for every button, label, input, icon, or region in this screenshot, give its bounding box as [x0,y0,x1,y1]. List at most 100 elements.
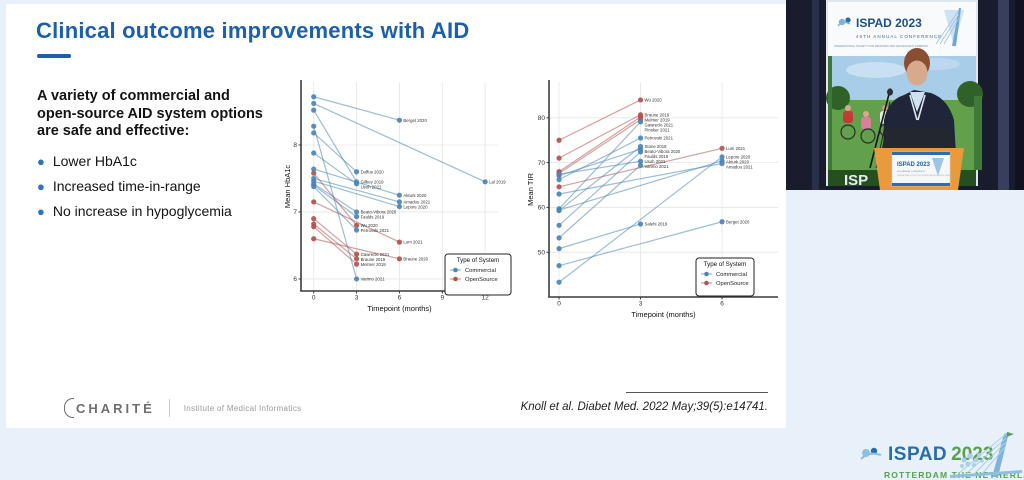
svg-text:7: 7 [293,209,297,216]
bullet-icon: ● [37,179,45,194]
svg-text:50: 50 [538,249,546,256]
speaker-lanyard [909,94,926,121]
svg-text:Amadou 2021: Amadou 2021 [403,200,430,205]
svg-text:Lal 2019: Lal 2019 [489,179,506,184]
svg-text:Gawrecki 2021: Gawrecki 2021 [361,252,390,257]
banner-title: ISPAD 2023 [856,16,922,30]
podium-bridge-icon [932,158,944,176]
svg-text:Varimo 2021: Varimo 2021 [645,164,670,169]
svg-text:Lepore 2020: Lepore 2020 [726,154,751,159]
svg-text:0: 0 [312,295,316,302]
svg-text:8: 8 [293,142,297,149]
presentation-slide: Clinical outcome improvements with AID A… [6,4,786,428]
svg-text:6: 6 [720,301,724,308]
cyclists-icon [860,447,882,460]
svg-text:0: 0 [557,301,561,308]
banner-line3: INTERNATIONAL SOCIETY FOR PEDIATRIC AND … [834,44,928,48]
curtain-fold-left [812,0,819,190]
svg-text:Petrovski 2021: Petrovski 2021 [361,228,390,233]
svg-text:9: 9 [440,295,444,302]
bridge-graphic [950,432,1022,478]
bridge-icon [935,8,964,46]
svg-text:Type of System: Type of System [457,257,500,264]
intro-line: are safe and effective: [37,123,190,139]
bullet-icon: ● [37,204,45,219]
bullet-label: No increase in hypoglycemia [52,203,232,219]
svg-text:Melmer 2019: Melmer 2019 [361,262,387,267]
podium-line3: INTERNATIONAL SOCIETY FOR PEDIATRIC AND … [897,174,953,177]
svg-text:OpenSource: OpenSource [716,281,749,287]
svg-text:Beato-Vibora 2020: Beato-Vibora 2020 [361,210,397,215]
svg-text:Timepoint (months): Timepoint (months) [367,304,432,313]
tir-chart: 0 3 6 50 60 70 80 Timepoint (months) Mean TIR Wu … [526,80,778,319]
hba1c-chart: 0 3 6 9 12 6 7 8 Timepoint (months) Mean HbA1c Ber… [283,80,512,313]
svg-text:Gawrecki 2021: Gawrecki 2021 [645,122,674,127]
svg-text:Beato-Vibora 2020: Beato-Vibora 2020 [645,149,681,154]
svg-text:12: 12 [482,295,490,302]
svg-text:Melmer 2019: Melmer 2019 [645,117,671,122]
svg-text:Wu 2020: Wu 2020 [361,223,379,228]
citation-rule [626,392,768,393]
svg-text:Berget 2020: Berget 2020 [403,118,427,123]
svg-text:Faulds 2019: Faulds 2019 [645,154,669,159]
svg-text:Petrovski 2021: Petrovski 2021 [645,136,674,141]
svg-text:Type of System: Type of System [704,261,747,268]
svg-text:Commercial: Commercial [465,268,496,274]
svg-text:Mean HbA1c: Mean HbA1c [283,165,292,209]
podium-line2: 49TH ANNUAL CONFERENCE [897,170,926,173]
svg-text:Duffus 2020: Duffus 2020 [361,169,385,174]
podium-sign [891,151,951,187]
svg-text:Braune 2019: Braune 2019 [645,112,670,117]
svg-text:Akturk 2020: Akturk 2020 [403,193,427,198]
svg-text:Lum 2021: Lum 2021 [726,146,746,151]
svg-text:Varimo 2021: Varimo 2021 [361,277,386,282]
intro-line: open-source AID system options [37,105,263,122]
charite-logo: CHARITÉ Institute of Medical Informatics [64,398,301,418]
list-item: ● Increased time-in-range [37,178,232,194]
svg-text:Lum 2021: Lum 2021 [403,240,423,245]
svg-text:60: 60 [538,205,546,212]
svg-text:Commercial: Commercial [716,272,747,278]
charite-logo-text: CHARITÉ [76,400,155,416]
svg-text:Mean TIR: Mean TIR [526,173,535,206]
svg-text:3: 3 [355,295,359,302]
svg-text:Braune 2020: Braune 2020 [403,256,428,261]
bullet-label: Increased time-in-range [52,178,201,194]
svg-text:6: 6 [293,276,297,283]
svg-text:Stone 2018: Stone 2018 [645,144,668,149]
svg-text:Gilbey 2019: Gilbey 2019 [361,179,385,184]
laptop [882,128,956,148]
podium-title: ISPAD 2023 [897,162,931,168]
svg-text:Lepore 2020: Lepore 2020 [403,205,428,210]
svg-text:Usoh 2021: Usoh 2021 [645,159,666,164]
citation-text: Knoll et al. Diabet Med. 2022 May;39(5):… [520,401,768,413]
svg-text:80: 80 [538,115,546,122]
intro-line: A variety of commercial and [37,88,230,104]
svg-text:Berget 2020: Berget 2020 [726,219,750,224]
svg-text:70: 70 [538,160,546,167]
title-underline [37,54,71,58]
svg-text:Salehi 2019: Salehi 2019 [645,222,668,227]
svg-text:Timepoint (months): Timepoint (months) [631,310,696,319]
svg-text:OpenSource: OpenSource [465,277,498,283]
podium: ISPAD 2023 49TH ANNUAL CONFERENCE INTERN… [874,128,964,190]
speaker-shirt [910,92,925,112]
banner-partial-text: ISP [844,172,868,189]
svg-text:Pinsker 2021: Pinsker 2021 [645,127,671,132]
list-item: ● Lower HbA1c [37,153,232,169]
bullet-label: Lower HbA1c [52,153,137,169]
intro-text: A variety of commercial and open-source … [37,88,263,141]
bullet-list: ● Lower HbA1c ● Increased time-in-range ● N… [37,153,232,228]
page-title: Clinical outcome improvements with AID [36,18,470,43]
svg-text:Faulds 2019: Faulds 2019 [361,215,385,220]
footer-divider [168,399,170,417]
curtain-edge-right [1015,0,1024,190]
bullet-icon: ● [37,154,45,169]
institute-name: Institute of Medical Informatics [183,403,302,413]
greenery-sliver [974,96,982,170]
svg-text:3: 3 [639,301,643,308]
svg-text:Braune 2019: Braune 2019 [361,257,386,262]
svg-text:Wu 2020: Wu 2020 [645,98,663,103]
svg-text:6: 6 [398,295,402,302]
